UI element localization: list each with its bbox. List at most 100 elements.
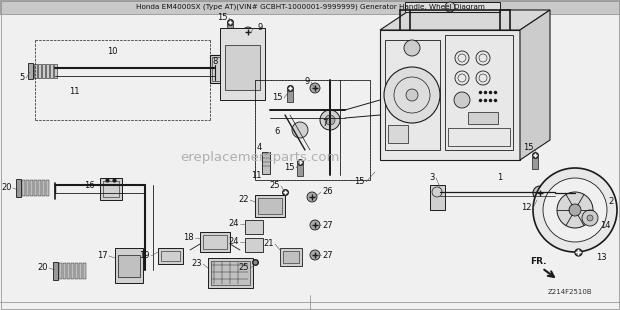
Bar (30, 64, 33, 78)
Text: 20: 20 (37, 264, 48, 272)
Bar (53, 262, 58, 280)
Text: 3: 3 (430, 174, 435, 183)
Bar (200, 232, 230, 252)
Text: Honda EM4000SX (Type AT)(VIN# GCBHT-1000001-9999999) Generator Handle, Wheel Dia: Honda EM4000SX (Type AT)(VIN# GCBHT-1000… (136, 4, 484, 10)
Bar (208, 258, 253, 288)
Text: 15: 15 (285, 163, 295, 172)
Bar (83, 263, 86, 279)
Circle shape (587, 215, 593, 221)
Text: 24: 24 (229, 219, 239, 228)
Circle shape (557, 192, 593, 228)
Bar (46, 180, 49, 196)
Text: 12: 12 (521, 203, 532, 212)
Bar (54, 64, 57, 78)
Text: 4: 4 (257, 144, 262, 153)
Bar (245, 238, 263, 252)
Circle shape (537, 190, 543, 196)
Bar (30, 180, 33, 196)
Bar (75, 263, 78, 279)
Text: 9: 9 (258, 24, 264, 33)
Bar (227, 24, 233, 36)
Circle shape (320, 110, 340, 130)
Bar (55, 263, 58, 279)
Circle shape (404, 40, 420, 56)
Text: 25: 25 (239, 264, 249, 272)
Bar (158, 248, 183, 264)
Bar (287, 90, 293, 102)
Text: 7: 7 (322, 119, 327, 129)
Bar (115, 248, 143, 283)
Text: 24: 24 (229, 237, 239, 246)
Text: 27: 27 (322, 250, 332, 259)
Bar (385, 40, 440, 150)
Bar (63, 263, 66, 279)
Polygon shape (520, 10, 550, 160)
Text: 26: 26 (322, 188, 332, 197)
Bar (210, 55, 228, 83)
Bar (430, 185, 445, 210)
Text: 5: 5 (20, 73, 25, 82)
Text: 10: 10 (107, 47, 117, 56)
Bar (59, 263, 62, 279)
Bar (297, 164, 303, 176)
Circle shape (533, 186, 547, 200)
Circle shape (569, 204, 581, 216)
Text: 15: 15 (218, 14, 228, 23)
Bar (34, 180, 37, 196)
Bar (16, 179, 21, 197)
Bar (280, 248, 302, 266)
Polygon shape (220, 28, 265, 100)
Bar (34, 64, 37, 78)
Text: 18: 18 (184, 233, 194, 242)
Circle shape (543, 178, 607, 242)
Circle shape (310, 220, 320, 230)
Text: 20: 20 (1, 184, 12, 193)
Circle shape (445, 2, 455, 12)
Bar (255, 195, 285, 217)
Bar (468, 112, 498, 124)
Bar (405, 2, 500, 12)
Circle shape (325, 115, 335, 125)
Bar (18, 180, 21, 196)
Circle shape (454, 92, 470, 108)
Bar (388, 125, 408, 143)
Bar (100, 178, 122, 200)
Bar (50, 64, 53, 78)
Bar (448, 128, 510, 146)
Circle shape (582, 210, 598, 226)
Text: Z214F2510B: Z214F2510B (547, 289, 592, 295)
Bar (42, 180, 45, 196)
Circle shape (307, 192, 317, 202)
Bar (67, 263, 70, 279)
Bar (71, 263, 74, 279)
Bar (283, 251, 299, 263)
Text: 17: 17 (97, 251, 108, 260)
Bar (103, 181, 119, 197)
Bar (22, 180, 25, 196)
Text: 27: 27 (322, 220, 332, 229)
Bar (380, 30, 520, 160)
Polygon shape (380, 10, 550, 30)
Text: 22: 22 (239, 196, 249, 205)
Text: 6: 6 (275, 127, 280, 136)
Bar (38, 64, 41, 78)
Bar (532, 157, 538, 169)
Circle shape (243, 27, 253, 37)
Text: 8: 8 (213, 57, 218, 67)
Bar (38, 180, 41, 196)
Text: 21: 21 (264, 240, 274, 249)
Text: 14: 14 (600, 220, 611, 229)
Bar (0, 0, 620, 14)
Bar (46, 64, 49, 78)
Bar (118, 255, 140, 277)
Bar (225, 45, 260, 90)
Text: 11: 11 (69, 87, 80, 96)
Text: 13: 13 (596, 254, 606, 263)
Circle shape (310, 250, 320, 260)
Text: 9: 9 (305, 78, 310, 86)
Circle shape (533, 168, 617, 252)
Bar (445, 35, 513, 150)
Bar (262, 152, 270, 174)
Bar (161, 251, 180, 261)
Bar (245, 220, 263, 234)
